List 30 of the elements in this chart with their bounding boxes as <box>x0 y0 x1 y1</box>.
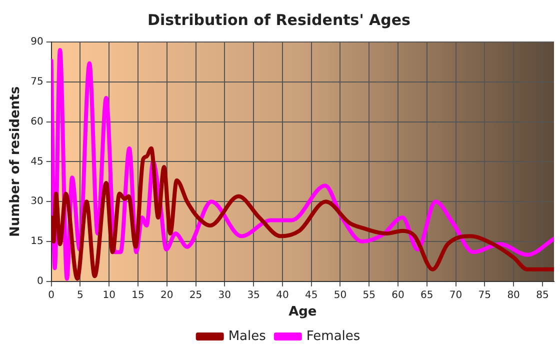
x-tick-label: 65 <box>420 290 434 301</box>
x-tick-label: 75 <box>478 290 492 301</box>
y-tick-label: 75 <box>30 76 44 88</box>
x-tick-label: 70 <box>449 290 462 301</box>
x-tick-label: 0 <box>48 290 55 301</box>
x-axis-title: Age <box>288 304 317 320</box>
y-axis-title: Number of residents <box>8 86 24 238</box>
legend-label: Females <box>306 328 360 344</box>
x-tick-label: 25 <box>189 290 202 301</box>
x-tick-label: 30 <box>218 290 232 301</box>
x-tick-label: 45 <box>304 290 318 301</box>
x-tick-label: 15 <box>132 290 144 301</box>
y-tick-label: 15 <box>30 236 44 248</box>
y-tick-label: 45 <box>30 156 44 168</box>
x-tick-label: 80 <box>507 290 520 301</box>
x-tick-label: 85 <box>536 290 549 301</box>
y-tick-label: 60 <box>30 116 44 128</box>
x-tick-label: 5 <box>77 290 84 301</box>
x-tick-label: 40 <box>276 290 289 301</box>
legend-label: Males <box>228 328 266 344</box>
chart-title: Distribution of Residents' Ages <box>148 10 411 29</box>
x-tick-label: 55 <box>362 290 376 301</box>
x-tick-label: 35 <box>247 290 260 301</box>
y-tick-label: 90 <box>30 36 44 48</box>
x-tick-label: 20 <box>160 290 174 301</box>
x-tick-label: 60 <box>392 290 404 301</box>
y-tick-label: 0 <box>36 276 44 287</box>
x-tick-label: 50 <box>334 290 347 301</box>
x-tick-label: 10 <box>102 290 116 301</box>
y-tick-label: 30 <box>30 196 44 208</box>
